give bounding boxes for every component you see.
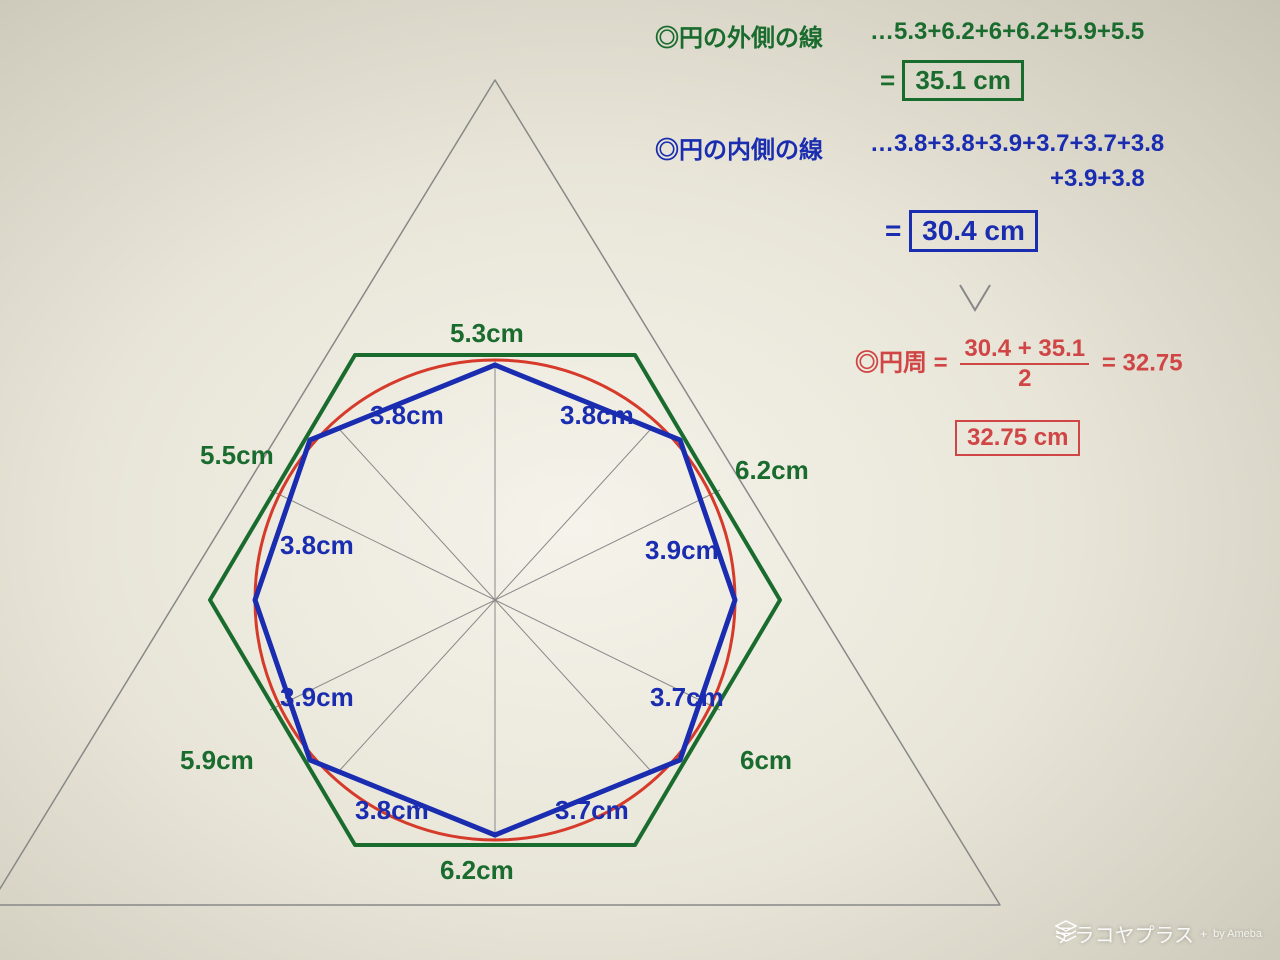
hexagon-edge-label: 5.3cm [450,318,524,349]
inner-result-box: 30.4 cm [909,210,1038,252]
outer-title: ◎円の外側の線 [655,18,823,53]
octagon-edge-label: 3.8cm [355,795,429,826]
inner-expr2: +3.9+3.8 [1050,165,1145,193]
octagon-edge-label: 3.9cm [645,535,719,566]
circumference-result: 32.75 cm [955,420,1080,456]
inner-title: ◎円の内側の線 [655,130,823,165]
hexagon-edge-label: 6.2cm [440,855,514,886]
inner-expr1: …3.8+3.8+3.9+3.7+3.7+3.8 [870,130,1164,158]
outer-expr: …5.3+6.2+6+6.2+5.9+5.5 [870,18,1144,46]
octagon-edge-label: 3.7cm [555,795,629,826]
hexagon-edge-label: 5.5cm [200,440,274,471]
hexagon-edge-label: 6.2cm [735,455,809,486]
inner-result: = 30.4 cm [885,210,1038,252]
outer-result-box: 35.1 cm [902,60,1023,101]
hexagon-edge-label: 5.9cm [180,745,254,776]
octagon-edge-label: 3.8cm [280,530,354,561]
watermark: テラコヤプラス+ by Ameba [1054,919,1262,948]
octagon-edge-label: 3.8cm [560,400,634,431]
octagon-edge-label: 3.7cm [650,682,724,713]
octagon-edge-label: 3.9cm [280,682,354,713]
octagon-edge-label: 3.8cm [370,400,444,431]
outer-result: = 35.1 cm [880,60,1024,101]
circumference-calc: ◎円周 = 30.4 + 35.1 2 = 32.75 [855,335,1183,393]
hexagon-edge-label: 6cm [740,745,792,776]
